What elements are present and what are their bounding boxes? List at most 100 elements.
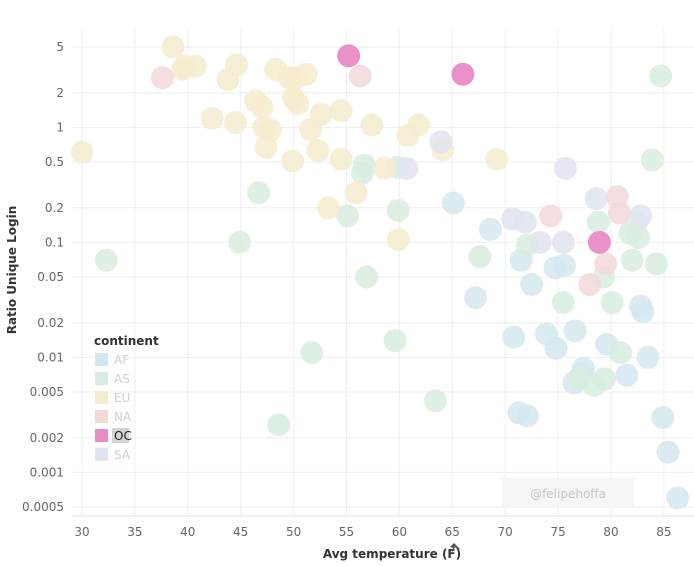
point-sa[interactable] [629, 204, 653, 228]
points [70, 35, 690, 510]
x-tick-label: 45 [233, 525, 248, 539]
legend-swatch-af [95, 353, 108, 366]
point-eu[interactable] [254, 135, 278, 159]
legend-title: continent [94, 334, 159, 348]
point-as[interactable] [386, 198, 410, 222]
point-af[interactable] [631, 300, 655, 324]
point-af[interactable] [441, 191, 465, 215]
point-as[interactable] [383, 329, 407, 353]
point-sa[interactable] [395, 156, 419, 180]
point-eu[interactable] [223, 111, 247, 135]
point-eu[interactable] [161, 35, 185, 59]
point-as[interactable] [551, 291, 575, 315]
legend-item-na[interactable]: NA [114, 410, 132, 424]
point-na[interactable] [594, 252, 618, 276]
point-as[interactable] [609, 341, 633, 365]
point-oc[interactable] [587, 230, 611, 254]
point-as[interactable] [649, 64, 673, 88]
point-af[interactable] [563, 319, 587, 343]
point-eu[interactable] [386, 227, 410, 251]
point-eu[interactable] [329, 99, 353, 123]
point-as[interactable] [468, 245, 492, 269]
point-eu[interactable] [281, 149, 305, 173]
point-as[interactable] [620, 248, 644, 272]
y-tick-label: 0.02 [37, 316, 64, 330]
point-eu[interactable] [373, 156, 397, 180]
point-na[interactable] [578, 273, 602, 297]
point-eu[interactable] [309, 102, 333, 126]
legend-swatch-sa [95, 448, 108, 461]
y-tick-label: 0.2 [45, 201, 64, 215]
x-tick-label: 50 [286, 525, 301, 539]
point-as[interactable] [627, 226, 651, 250]
point-af[interactable] [478, 217, 502, 241]
point-af[interactable] [656, 440, 680, 464]
point-as[interactable] [644, 252, 668, 276]
legend-swatch-as [95, 372, 108, 385]
point-eu[interactable] [183, 54, 207, 78]
point-as[interactable] [586, 210, 610, 234]
point-eu[interactable] [485, 147, 509, 171]
point-sa[interactable] [528, 230, 552, 254]
legend-item-oc[interactable]: OC [114, 429, 132, 443]
legend-item-sa[interactable]: SA [114, 448, 131, 462]
point-eu[interactable] [317, 196, 341, 220]
point-as[interactable] [247, 181, 271, 205]
legend-item-af[interactable]: AF [114, 353, 129, 367]
point-eu[interactable] [329, 147, 353, 171]
point-na[interactable] [607, 201, 631, 225]
point-af[interactable] [552, 253, 576, 277]
point-eu[interactable] [344, 181, 368, 205]
point-as[interactable] [600, 291, 624, 315]
pin-icon[interactable] [450, 543, 460, 555]
point-sa[interactable] [513, 210, 537, 234]
point-af[interactable] [636, 345, 660, 369]
point-af[interactable] [651, 406, 675, 430]
point-eu[interactable] [360, 113, 384, 137]
point-eu[interactable] [258, 118, 282, 142]
point-as[interactable] [336, 204, 360, 228]
x-tick-label: 35 [127, 525, 142, 539]
point-oc[interactable] [337, 44, 361, 68]
point-eu[interactable] [250, 95, 274, 119]
point-as[interactable] [94, 248, 118, 272]
point-as[interactable] [423, 389, 447, 413]
point-af[interactable] [615, 363, 639, 387]
point-as[interactable] [267, 413, 291, 437]
point-as[interactable] [640, 148, 664, 172]
point-eu[interactable] [224, 53, 248, 77]
point-eu[interactable] [286, 92, 310, 116]
point-af[interactable] [544, 336, 568, 360]
point-sa[interactable] [554, 156, 578, 180]
point-na[interactable] [539, 204, 563, 228]
y-tick-label: 0.002 [30, 431, 64, 445]
point-af[interactable] [515, 404, 539, 428]
point-eu[interactable] [306, 138, 330, 162]
point-eu[interactable] [406, 113, 430, 137]
point-af[interactable] [464, 286, 488, 310]
point-na[interactable] [150, 66, 174, 90]
point-as[interactable] [228, 230, 252, 254]
x-tick-label: 30 [74, 525, 89, 539]
point-sa[interactable] [584, 187, 608, 211]
point-eu[interactable] [70, 140, 94, 164]
point-as[interactable] [355, 265, 379, 289]
point-as[interactable] [350, 161, 374, 185]
legend-item-eu[interactable]: EU [114, 391, 130, 405]
point-oc[interactable] [451, 62, 475, 86]
point-na[interactable] [348, 64, 372, 88]
point-as[interactable] [300, 341, 324, 365]
legend-item-as[interactable]: AS [114, 372, 130, 386]
point-sa[interactable] [551, 230, 575, 254]
y-tick-label: 0.5 [45, 155, 64, 169]
point-as[interactable] [593, 367, 617, 391]
point-eu[interactable] [294, 62, 318, 86]
point-af[interactable] [502, 325, 526, 349]
legend-swatch-oc [95, 429, 108, 442]
point-af[interactable] [520, 273, 544, 297]
point-af[interactable] [666, 486, 690, 510]
point-eu[interactable] [200, 106, 224, 130]
x-axis-label: Avg temperature (F) [323, 547, 461, 561]
legend-swatch-eu [95, 391, 108, 404]
point-sa[interactable] [429, 130, 453, 154]
